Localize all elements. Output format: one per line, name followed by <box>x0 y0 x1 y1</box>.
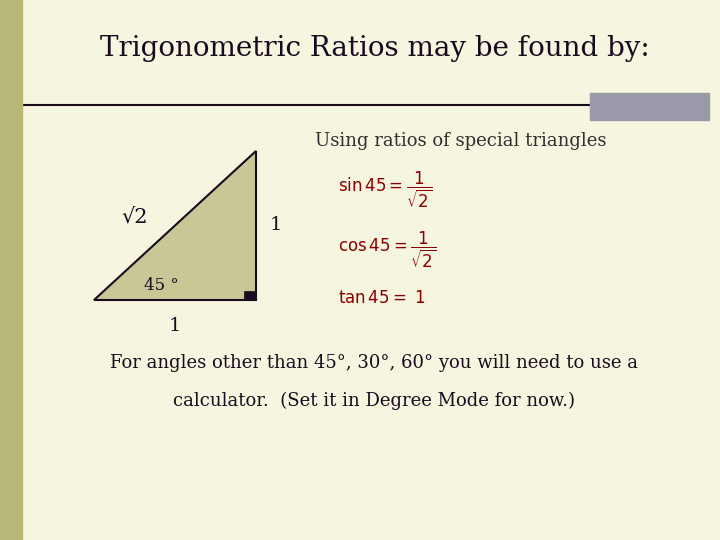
Polygon shape <box>94 151 256 300</box>
Bar <box>590 93 709 120</box>
Text: Using ratios of special triangles: Using ratios of special triangles <box>315 132 606 150</box>
Text: 1: 1 <box>269 217 282 234</box>
Text: $\mathrm{tan\,45} = \ 1$: $\mathrm{tan\,45} = \ 1$ <box>338 289 426 307</box>
Bar <box>244 291 256 300</box>
Text: $\mathrm{sin\,45} = \dfrac{1}{\sqrt{2}}$: $\mathrm{sin\,45} = \dfrac{1}{\sqrt{2}}$ <box>338 170 433 211</box>
Text: 45 °: 45 ° <box>144 278 179 294</box>
Text: 1: 1 <box>168 316 181 335</box>
Bar <box>0 0 22 540</box>
Text: For angles other than 45°, 30°, 60° you will need to use a: For angles other than 45°, 30°, 60° you … <box>110 354 639 372</box>
Text: √2: √2 <box>122 208 148 227</box>
Text: calculator.  (Set it in Degree Mode for now.): calculator. (Set it in Degree Mode for n… <box>174 392 575 410</box>
Text: $\mathrm{cos\,45} = \dfrac{1}{\sqrt{2}}$: $\mathrm{cos\,45} = \dfrac{1}{\sqrt{2}}$ <box>338 230 437 270</box>
Text: Trigonometric Ratios may be found by:: Trigonometric Ratios may be found by: <box>99 35 649 62</box>
